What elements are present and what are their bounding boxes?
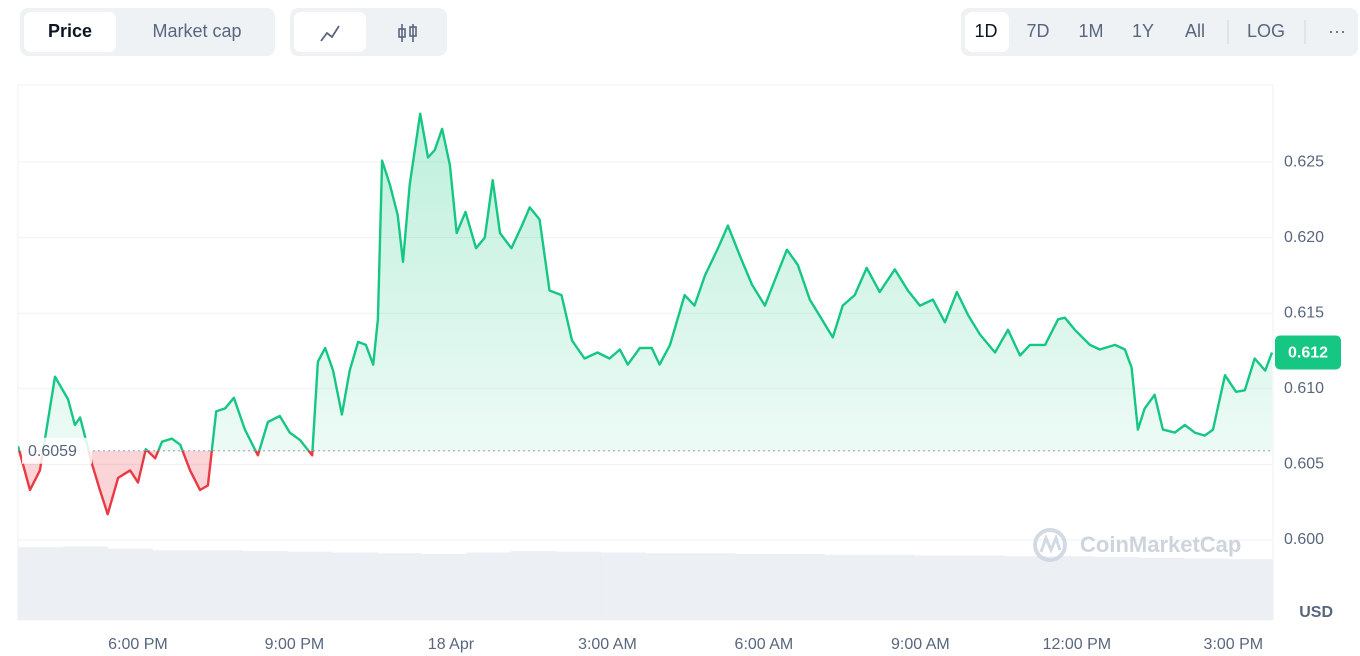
- volume-bar: [62, 546, 109, 620]
- volume-bar: [869, 554, 915, 620]
- current-price-label: 0.612: [1288, 345, 1328, 362]
- range-button[interactable]: 1Y: [1132, 21, 1154, 41]
- area-down: [19, 450, 313, 515]
- price-button[interactable]: Price: [48, 21, 92, 41]
- market-cap-button[interactable]: Market cap: [152, 21, 241, 41]
- x-tick-label: 3:00 PM: [1204, 636, 1264, 653]
- x-tick-label: 9:00 PM: [265, 636, 325, 653]
- watermark: CoinMarketCap: [1033, 528, 1241, 562]
- range-button[interactable]: All: [1185, 21, 1205, 41]
- toggle-bg: [961, 8, 1358, 56]
- volume-bar: [735, 554, 781, 620]
- selected-button[interactable]: [965, 12, 1009, 52]
- volume-bar: [376, 553, 422, 620]
- volume-bar: [1093, 557, 1140, 620]
- volume-bar: [1048, 556, 1095, 620]
- watermark-logo: [1039, 533, 1062, 554]
- watermark-text: CoinMarketCap: [1080, 532, 1241, 557]
- data-type-toggle: Price Market cap: [20, 8, 275, 56]
- volume-bar: [914, 555, 960, 620]
- selected-button[interactable]: [24, 12, 116, 52]
- range-toggle: 1D 7D 1M 1Y All LOG ···: [961, 8, 1358, 56]
- volume-bar: [197, 550, 243, 620]
- volume-bar: [1228, 559, 1274, 620]
- volume-bar: [555, 551, 602, 620]
- volume-bar: [331, 552, 378, 620]
- price-line-up: [18, 112, 1273, 451]
- price-line-down: [18, 450, 314, 516]
- volume-bar: [645, 553, 691, 620]
- y-tick-label: 0.625: [1284, 153, 1324, 170]
- volume-bar: [421, 554, 467, 620]
- x-tick-label: 3:00 AM: [578, 636, 637, 653]
- y-tick-label: 0.605: [1284, 456, 1324, 473]
- chart-type-toggle: [290, 8, 447, 56]
- more-button[interactable]: ···: [1328, 21, 1346, 41]
- volume-bar: [511, 551, 557, 620]
- x-tick-label: 18 Apr: [428, 636, 475, 653]
- volume-bar: [286, 551, 333, 620]
- volume-bar: [152, 550, 198, 620]
- reference-label: 0.6059: [28, 443, 77, 460]
- y-tick-label: 0.615: [1284, 304, 1324, 321]
- candle-button[interactable]: [398, 24, 417, 42]
- x-tick-label: 9:00 AM: [891, 636, 950, 653]
- volume-bar: [1183, 558, 1229, 620]
- y-unit: USD: [1299, 604, 1333, 621]
- volume-bar: [690, 553, 736, 620]
- y-tick-label: 0.600: [1284, 531, 1324, 548]
- volume-bar: [959, 555, 1005, 620]
- volume-bar: [600, 552, 646, 620]
- line-icon: [320, 25, 340, 42]
- x-tick-label: 6:00 PM: [108, 636, 168, 653]
- volume-bar: [242, 551, 288, 620]
- volume-bar: [107, 548, 153, 620]
- volume-bar: [466, 552, 512, 620]
- volume-bar: [824, 554, 871, 620]
- range-button[interactable]: 7D: [1026, 21, 1049, 41]
- current-price-badge: [1275, 335, 1341, 370]
- watermark-logo: [1033, 528, 1067, 562]
- volume-bar: [1138, 557, 1184, 620]
- x-tick-label: 12:00 PM: [1043, 636, 1111, 653]
- range-button[interactable]: 1D: [974, 21, 997, 41]
- range-button[interactable]: 1M: [1078, 21, 1103, 41]
- line-button[interactable]: [294, 12, 366, 52]
- plot: 0.600 0.605 0.610 0.615 0.620 0.625 USD 6:00 PM…: [17, 84, 1341, 653]
- y-tick-label: 0.620: [1284, 229, 1324, 246]
- x-tick-label: 6:00 AM: [735, 636, 794, 653]
- volume-bar: [779, 554, 826, 620]
- reference-label-bg: [22, 437, 92, 464]
- log-button[interactable]: LOG: [1247, 21, 1285, 41]
- y-tick-label: 0.610: [1284, 380, 1324, 397]
- volume-bar: [1004, 556, 1050, 620]
- volume-bar: [18, 547, 64, 620]
